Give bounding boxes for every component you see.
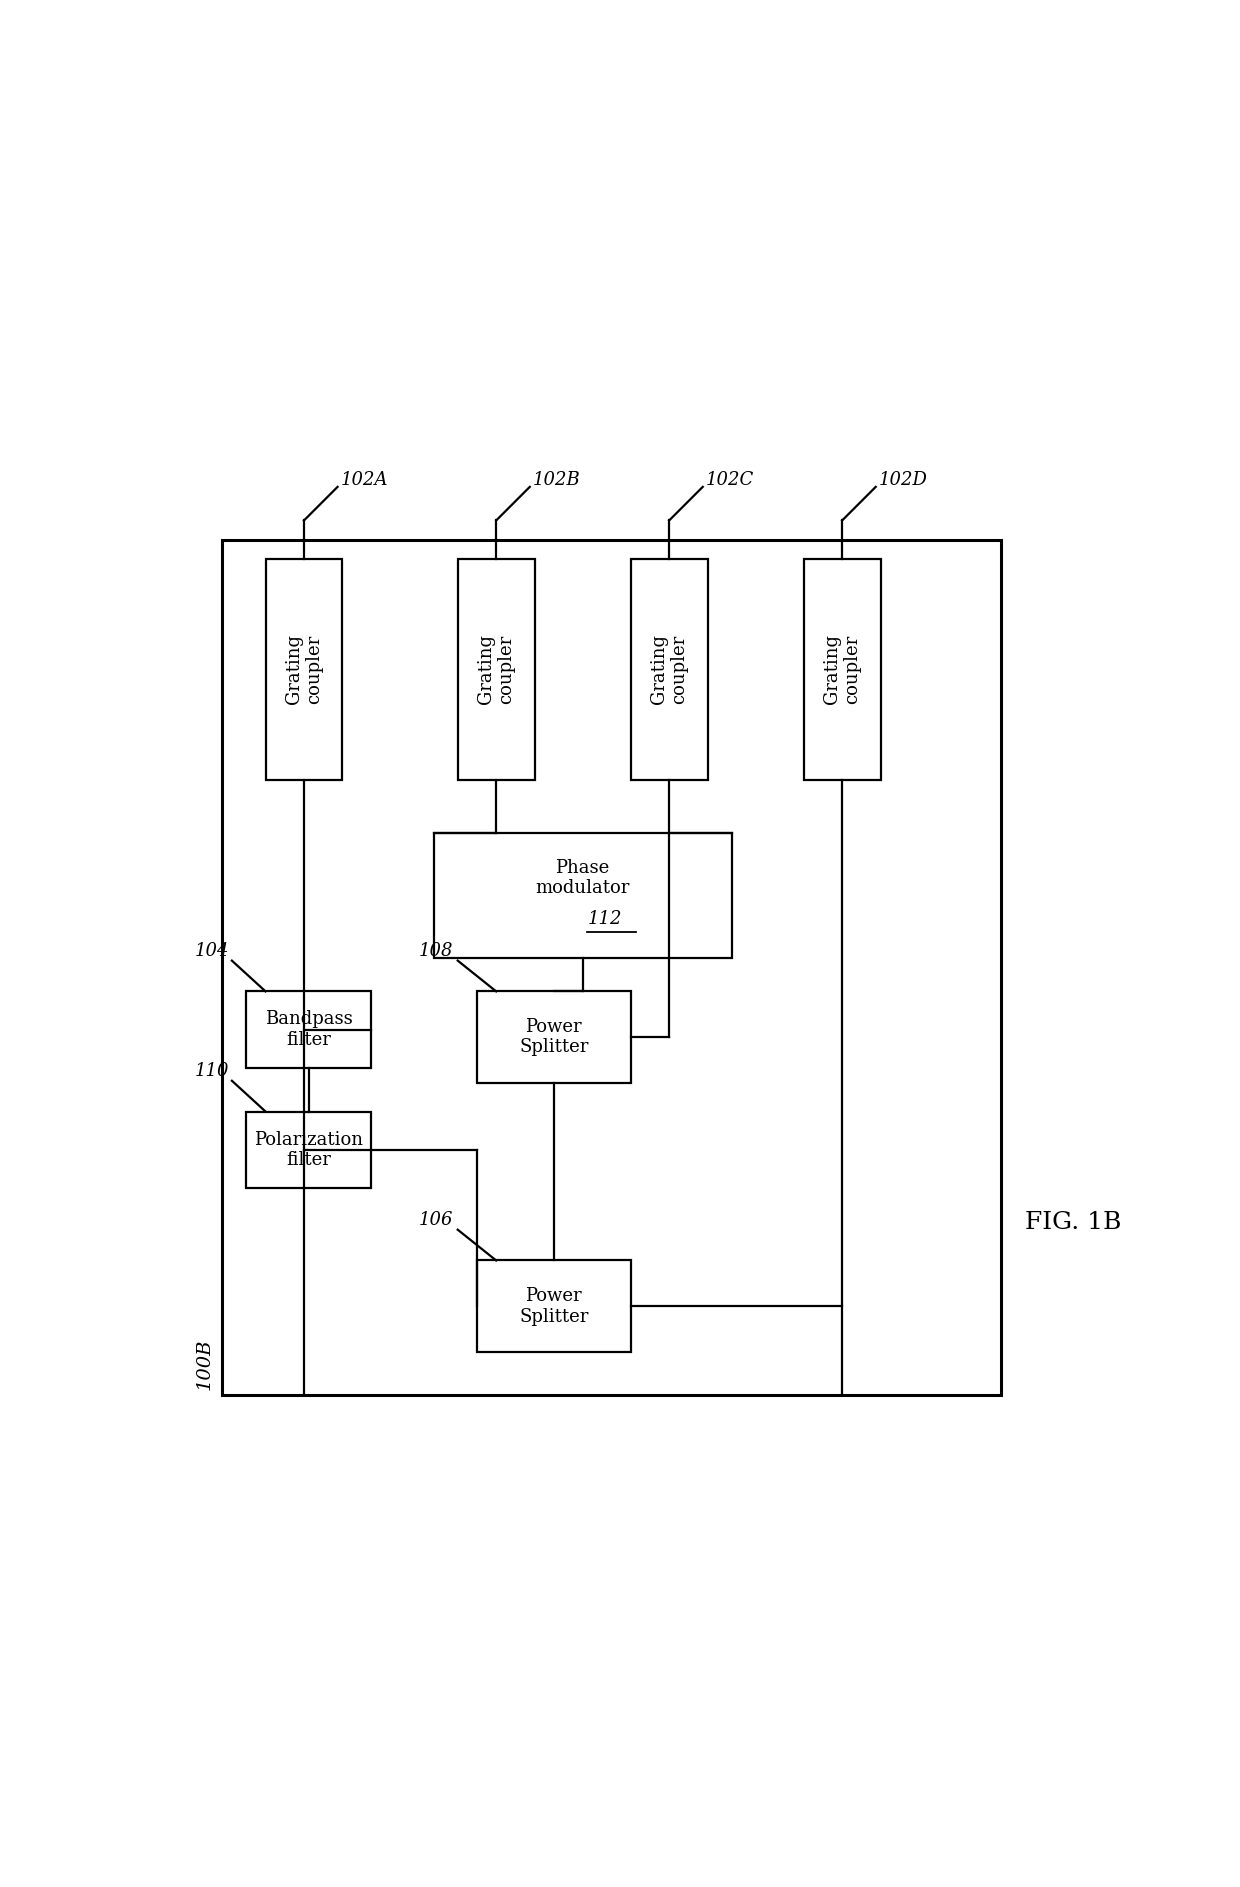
Text: Power
Splitter: Power Splitter [520, 1287, 589, 1325]
Text: 102A: 102A [341, 472, 388, 489]
Text: 102B: 102B [533, 472, 580, 489]
Text: Grating
coupler: Grating coupler [284, 634, 324, 704]
Bar [434, 832, 732, 959]
Text: Grating
coupler: Grating coupler [476, 634, 516, 704]
Bar [247, 991, 371, 1068]
Bar [631, 559, 708, 779]
Text: 102D: 102D [879, 472, 928, 489]
Bar [247, 1111, 371, 1189]
Bar [458, 559, 534, 779]
Text: 106: 106 [418, 1211, 453, 1228]
Text: 108: 108 [418, 942, 453, 960]
Text: Grating
coupler: Grating coupler [650, 634, 688, 704]
Text: Polarization
filter: Polarization filter [254, 1130, 363, 1170]
Bar [222, 540, 1001, 1394]
Bar [804, 559, 880, 779]
Bar [265, 559, 342, 779]
Text: 112: 112 [588, 910, 622, 928]
Text: 110: 110 [195, 1062, 229, 1079]
Text: Power
Splitter: Power Splitter [520, 1017, 589, 1057]
Text: Bandpass
filter: Bandpass filter [265, 1010, 352, 1049]
Bar [477, 1261, 631, 1351]
Text: 102C: 102C [706, 472, 754, 489]
Text: Grating
coupler: Grating coupler [822, 634, 862, 704]
Text: Phase
modulator: Phase modulator [536, 859, 630, 898]
Bar [477, 991, 631, 1083]
Text: FIG. 1B: FIG. 1B [1024, 1211, 1121, 1234]
Text: 104: 104 [195, 942, 229, 960]
Text: 100B: 100B [196, 1338, 215, 1391]
